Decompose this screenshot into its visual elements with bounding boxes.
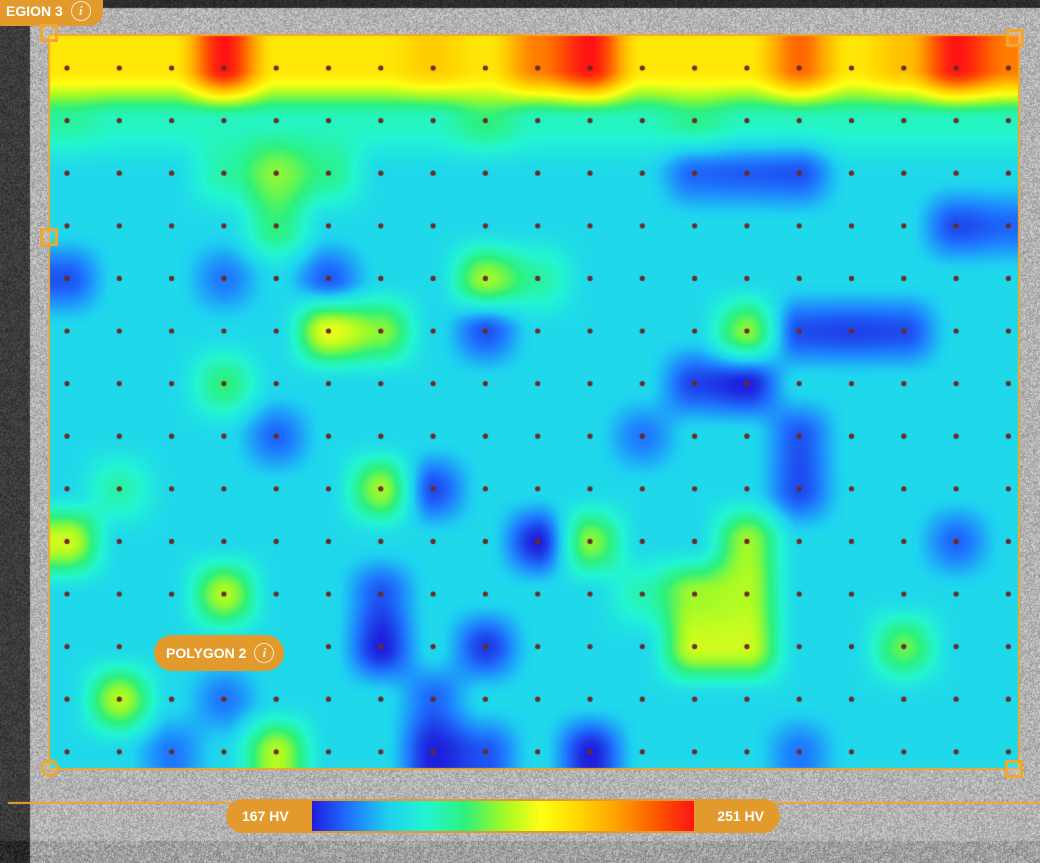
resize-handle-bottom-right[interactable] — [1005, 760, 1023, 778]
info-icon[interactable]: i — [254, 643, 275, 663]
resize-handle-top-left[interactable] — [40, 24, 58, 42]
rotate-handle[interactable] — [41, 759, 59, 777]
info-icon[interactable]: i — [70, 1, 91, 21]
region-label[interactable]: EGION 3 i — [0, 0, 103, 26]
scale-max-label: 251 HV — [717, 808, 764, 824]
region-label-text: EGION 3 — [6, 3, 63, 19]
polygon-label-text: POLYGON 2 — [166, 645, 247, 661]
resize-handle-left[interactable] — [40, 228, 58, 246]
resize-handle-top-right[interactable] — [1006, 29, 1024, 47]
color-scale-bar: 167 HV 251 HV — [226, 799, 780, 833]
polygon-label[interactable]: POLYGON 2 i — [154, 635, 285, 671]
scale-gradient — [312, 801, 694, 831]
scale-min-label: 167 HV — [242, 808, 289, 824]
